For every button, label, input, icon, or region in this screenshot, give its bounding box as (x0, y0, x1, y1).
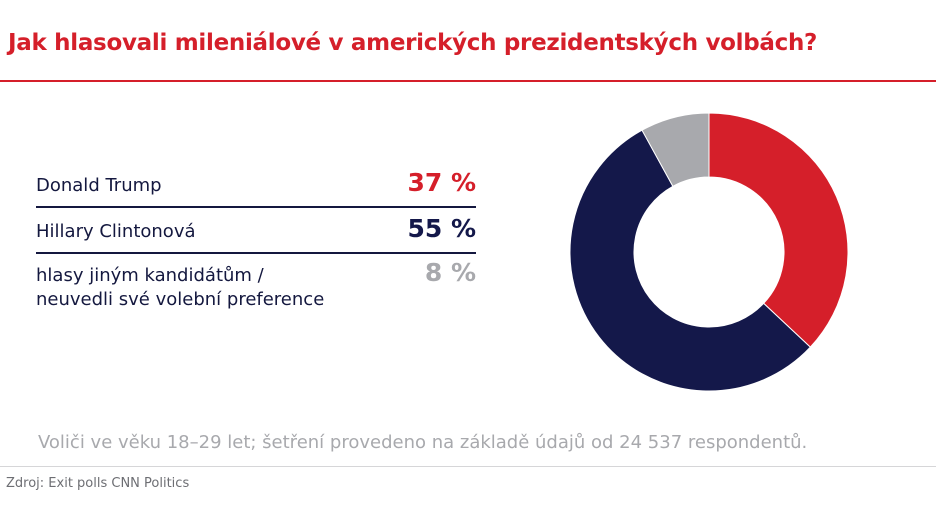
legend-label-other-line2: neuvedli své volební preference (36, 289, 325, 310)
footnote-divider (0, 466, 936, 467)
legend-row-other: hlasy jiným kandidátům / neuvedli své vo… (36, 254, 476, 324)
chart-title: Jak hlasovali mileniálové v amerických p… (8, 30, 818, 56)
source-credit: Zdroj: Exit polls CNN Politics (6, 476, 190, 491)
legend-value-other: 8 % (424, 258, 476, 287)
legend-row-trump: Donald Trump 37 % (36, 166, 476, 208)
donut-chart (569, 112, 849, 392)
legend-table: Donald Trump 37 % Hillary Clintonová 55 … (36, 166, 476, 324)
legend-label-trump: Donald Trump (36, 175, 162, 196)
legend-label-other: hlasy jiným kandidátům / neuvedli své vo… (36, 254, 324, 312)
donut-slice-other (641, 112, 710, 187)
title-divider (0, 80, 936, 82)
legend-value-trump: 37 % (407, 168, 476, 197)
legend-value-clinton: 55 % (407, 214, 476, 243)
footnote: Voliči ve věku 18–29 let; šetření proved… (38, 432, 808, 453)
legend-label-clinton: Hillary Clintonová (36, 221, 196, 242)
donut-slice-trump (708, 112, 849, 348)
legend-row-clinton: Hillary Clintonová 55 % (36, 208, 476, 254)
legend-label-other-line1: hlasy jiným kandidátům / (36, 265, 264, 286)
donut-slice-clinton (569, 129, 812, 392)
